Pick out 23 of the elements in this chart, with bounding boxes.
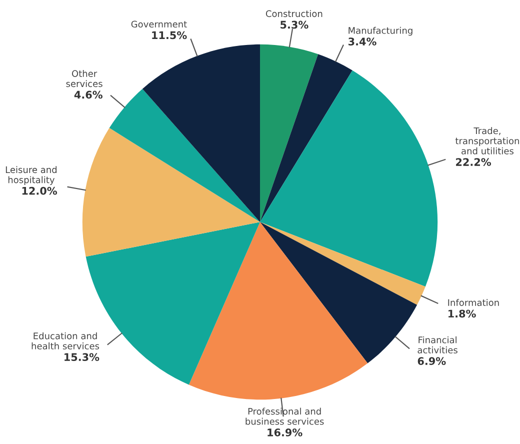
slice-label: Construction	[266, 10, 322, 18]
data-label: 6.9%	[418, 357, 446, 366]
pie-slice	[260, 44, 318, 222]
slice-label: Government	[131, 20, 187, 28]
slice-label: Other services	[66, 70, 102, 88]
data-label: 11.5%	[152, 31, 187, 40]
data-label: 22.2%	[456, 158, 492, 166]
data-label: 12.0%	[22, 186, 58, 195]
pie-slice	[188, 222, 368, 400]
slice-label: Financial activities	[418, 336, 458, 354]
data-label: 15.3%	[64, 353, 100, 362]
pie-slice	[260, 222, 426, 305]
data-label: 4.6%	[74, 90, 102, 99]
slice-label: Leisure and hospitality	[6, 166, 57, 185]
slice-label: Education and health services	[32, 332, 100, 350]
data-label: 5.3%	[280, 20, 308, 29]
slice-label: Information	[448, 299, 499, 306]
pie-slice	[82, 128, 260, 257]
data-label: 3.4%	[348, 38, 376, 46]
data-label: 1.8%	[448, 310, 476, 318]
slice-label: Manufacturing	[348, 26, 412, 36]
slice-label: Trade, transportation and utilities	[455, 127, 519, 154]
data-label: 16.9%	[268, 428, 302, 436]
